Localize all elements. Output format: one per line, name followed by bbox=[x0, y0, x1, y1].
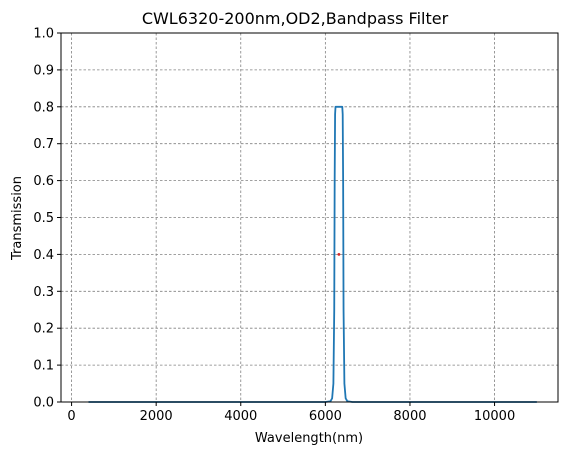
x-tick-label: 10000 bbox=[474, 409, 515, 424]
y-tick-label: 0.7 bbox=[33, 137, 54, 152]
y-tick-label: 0.6 bbox=[33, 174, 54, 189]
y-tick-label: 0.4 bbox=[33, 248, 54, 263]
y-tick-label: 0.0 bbox=[33, 396, 54, 411]
y-tick-label: 0.8 bbox=[33, 100, 54, 115]
series-layer bbox=[88, 105, 537, 403]
x-tick-label: 2000 bbox=[140, 409, 173, 424]
x-tick-label: 6000 bbox=[309, 409, 342, 424]
y-axis: 0.0 0.1 0.2 0.3 0.4 0.5 0.6 0.7 0.8 0.9 1.0 bbox=[33, 27, 61, 411]
x-tick-label: 0 bbox=[67, 409, 75, 424]
y-tick-label: 0.3 bbox=[33, 285, 54, 300]
y-tick-label: 0.5 bbox=[33, 211, 54, 226]
y-tick-label: 0.9 bbox=[33, 63, 54, 78]
center-wavelength-marker bbox=[337, 253, 341, 256]
y-axis-label: Transmission bbox=[10, 176, 25, 261]
x-tick-label: 8000 bbox=[393, 409, 426, 424]
series-line bbox=[88, 105, 537, 403]
x-tick-label: 4000 bbox=[224, 409, 257, 424]
y-tick-label: 0.1 bbox=[33, 359, 54, 374]
y-tick-label: 1.0 bbox=[33, 27, 54, 42]
chart-title: CWL6320-200nm,OD2,Bandpass Filter bbox=[142, 9, 449, 28]
x-axis-label: Wavelength(nm) bbox=[255, 431, 363, 446]
x-axis: 0 2000 4000 6000 8000 10000 bbox=[67, 402, 515, 424]
y-tick-label: 0.2 bbox=[33, 322, 54, 337]
